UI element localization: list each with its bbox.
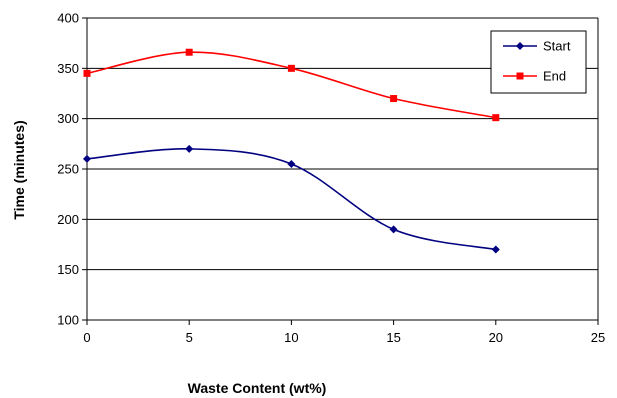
series-end xyxy=(83,48,500,122)
series-layer xyxy=(83,48,500,254)
x-tick-label: 25 xyxy=(591,330,605,345)
x-tick-label: 20 xyxy=(489,330,503,345)
y-tick-label: 200 xyxy=(57,212,79,227)
series-start xyxy=(83,144,500,254)
legend-marker-start xyxy=(516,42,524,50)
y-tick-label: 250 xyxy=(57,162,79,177)
y-tick-label: 400 xyxy=(57,11,79,26)
axes-layer: 100 150 200 250 300 350 400 0 5 10 15 20 25 xyxy=(57,11,605,346)
y-tick-label: 350 xyxy=(57,61,79,76)
data-point-end xyxy=(390,95,398,103)
legend: Start End xyxy=(490,30,587,94)
x-tick-label: 0 xyxy=(83,330,90,345)
legend-box xyxy=(490,30,587,94)
data-point-start xyxy=(185,144,194,153)
data-point-start xyxy=(389,225,398,234)
data-point-start xyxy=(491,245,500,254)
data-point-end xyxy=(185,48,193,56)
grid-layer xyxy=(87,67,598,271)
data-point-end xyxy=(492,114,500,122)
y-axis-title: Time (minutes) xyxy=(11,120,27,219)
series-line-end xyxy=(86,51,496,119)
legend-label-start: Start xyxy=(543,39,571,54)
x-tick-label: 15 xyxy=(386,330,400,345)
data-point-start xyxy=(287,159,296,168)
data-point-start xyxy=(83,154,91,163)
y-tick-label: 150 xyxy=(57,262,79,277)
data-point-end xyxy=(287,64,295,72)
legend-label-end: End xyxy=(543,69,566,84)
y-tick-label: 300 xyxy=(57,111,79,126)
y-tick-label: 100 xyxy=(57,313,79,328)
x-tick-label: 5 xyxy=(186,330,193,345)
x-tick-label: 10 xyxy=(284,330,298,345)
legend-marker-end xyxy=(516,72,524,80)
data-point-end xyxy=(83,69,91,77)
x-axis-title: Waste Content (wt%) xyxy=(188,380,327,396)
